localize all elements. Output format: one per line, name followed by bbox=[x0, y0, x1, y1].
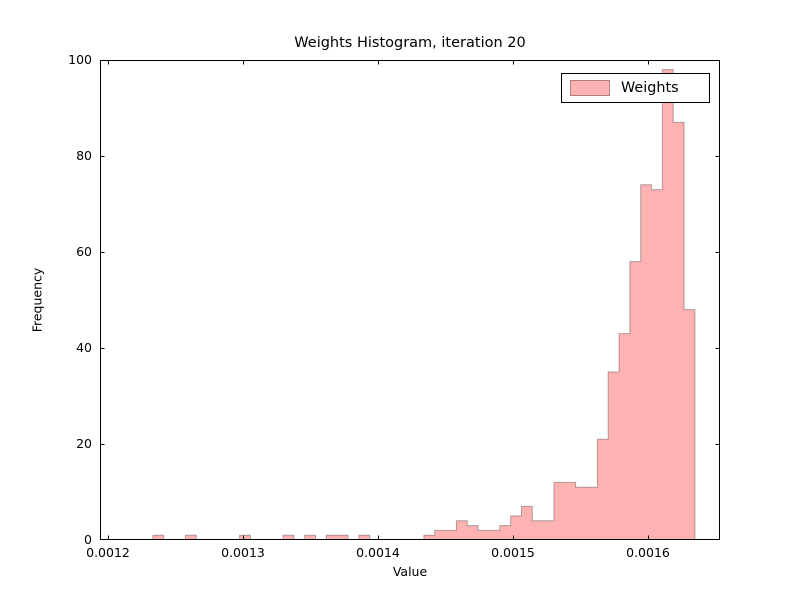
x-tick-label: 0.0016 bbox=[626, 545, 670, 560]
histogram-plot bbox=[100, 60, 720, 541]
x-axis-label: Value bbox=[392, 564, 428, 579]
y-tick-label: 20 bbox=[76, 436, 92, 451]
y-tick-label: 100 bbox=[68, 52, 92, 67]
x-tick-label: 0.0013 bbox=[221, 545, 265, 560]
legend-label: Weights bbox=[621, 80, 679, 96]
y-axis-label: Frequency bbox=[29, 267, 45, 333]
y-tick-label: 40 bbox=[76, 340, 92, 355]
legend: Weights bbox=[561, 73, 710, 103]
y-tick-label: 60 bbox=[76, 244, 92, 259]
x-tick-label: 0.0012 bbox=[86, 545, 130, 560]
plot-area bbox=[100, 60, 720, 541]
y-tick-label: 0 bbox=[84, 532, 92, 547]
x-tick-label: 0.0015 bbox=[491, 545, 535, 560]
chart-title: Weights Histogram, iteration 20 bbox=[294, 35, 526, 51]
histogram-shape bbox=[152, 69, 696, 541]
x-tick-label: 0.0014 bbox=[356, 545, 400, 560]
legend-swatch-weights bbox=[570, 80, 610, 96]
y-tick-label: 80 bbox=[76, 148, 92, 163]
axes-border bbox=[100, 60, 720, 540]
